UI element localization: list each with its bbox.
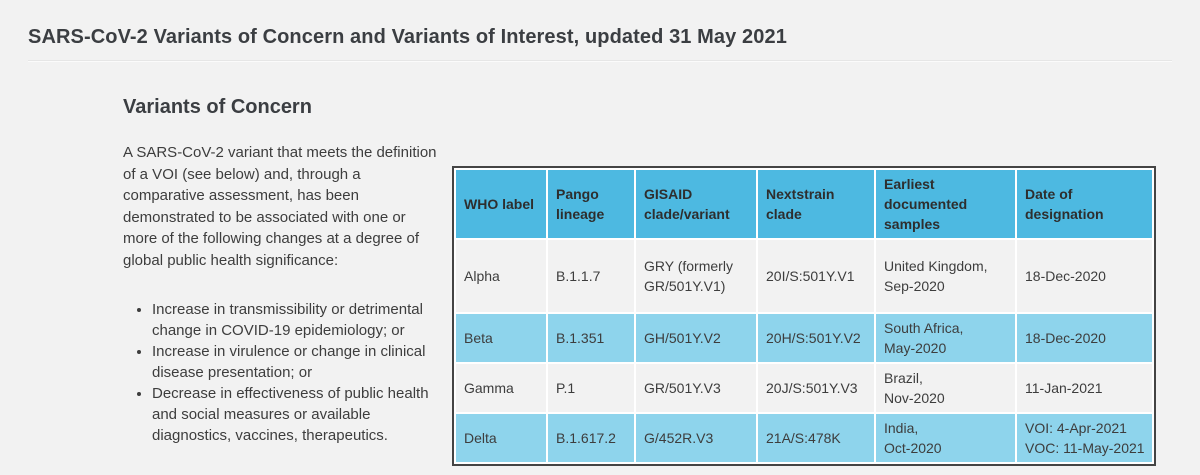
- cell-pango-lineage: B.1.1.7: [548, 240, 634, 312]
- cell-who-label: Alpha: [456, 240, 546, 312]
- cell-date-of-designation: 11-Jan-2021: [1017, 364, 1152, 412]
- cell-earliest-samples: South Africa, May-2020: [876, 314, 1015, 362]
- cell-earliest-samples: India, Oct-2020: [876, 414, 1015, 462]
- variants-of-concern-section: Variants of Concern A SARS-CoV-2 variant…: [123, 96, 457, 446]
- column-header-pango-lineage: Pango lineage: [548, 170, 634, 238]
- cell-gisaid-clade: G/452R.V3: [636, 414, 756, 462]
- intro-paragraph: A SARS-CoV-2 variant that meets the defi…: [123, 144, 437, 269]
- column-header-nextstrain-clade: Nextstrain clade: [758, 170, 874, 238]
- criteria-bullet-list: Increase in transmissibility or detrimen…: [152, 299, 457, 446]
- table-row: Delta B.1.617.2 G/452R.V3 21A/S:478K Ind…: [456, 414, 1152, 462]
- column-header-earliest-samples: Earliest documented samples: [876, 170, 1015, 238]
- cell-earliest-samples: Brazil, Nov-2020: [876, 364, 1015, 412]
- bullet-item: Increase in virulence or change in clini…: [152, 341, 457, 383]
- bullet-item: Increase in transmissibility or detrimen…: [152, 299, 457, 341]
- column-header-who-label: WHO label: [456, 170, 546, 238]
- column-header-gisaid-clade: GISAID clade/variant: [636, 170, 756, 238]
- cell-gisaid-clade: GR/501Y.V3: [636, 364, 756, 412]
- cell-who-label: Delta: [456, 414, 546, 462]
- cell-nextstrain-clade: 20I/S:501Y.V1: [758, 240, 874, 312]
- section-heading: Variants of Concern: [123, 96, 312, 118]
- table-header-row: WHO label Pango lineage GISAID clade/var…: [456, 170, 1152, 238]
- variants-of-concern-table: WHO label Pango lineage GISAID clade/var…: [452, 166, 1156, 466]
- cell-date-of-designation: 18-Dec-2020: [1017, 240, 1152, 312]
- bullet-item: Decrease in effectiveness of public heal…: [152, 383, 457, 446]
- table-row: Beta B.1.351 GH/501Y.V2 20H/S:501Y.V2 So…: [456, 314, 1152, 362]
- cell-nextstrain-clade: 20J/S:501Y.V3: [758, 364, 874, 412]
- cell-nextstrain-clade: 21A/S:478K: [758, 414, 874, 462]
- cell-date-of-designation: VOI: 4-Apr-2021 VOC: 11-May-2021: [1017, 414, 1152, 462]
- table-row: Gamma P.1 GR/501Y.V3 20J/S:501Y.V3 Brazi…: [456, 364, 1152, 412]
- cell-pango-lineage: B.1.351: [548, 314, 634, 362]
- cell-gisaid-clade: GH/501Y.V2: [636, 314, 756, 362]
- cell-who-label: Beta: [456, 314, 546, 362]
- column-header-date-of-designation: Date of designation: [1017, 170, 1152, 238]
- cell-date-of-designation: 18-Dec-2020: [1017, 314, 1152, 362]
- cell-nextstrain-clade: 20H/S:501Y.V2: [758, 314, 874, 362]
- cell-pango-lineage: B.1.617.2: [548, 414, 634, 462]
- cell-pango-lineage: P.1: [548, 364, 634, 412]
- page-title: SARS-CoV-2 Variants of Concern and Varia…: [28, 26, 787, 48]
- title-divider: [28, 60, 1172, 62]
- table-row: Alpha B.1.1.7 GRY (formerly GR/501Y.V1) …: [456, 240, 1152, 312]
- cell-who-label: Gamma: [456, 364, 546, 412]
- cell-earliest-samples: United Kingdom, Sep-2020: [876, 240, 1015, 312]
- cell-gisaid-clade: GRY (formerly GR/501Y.V1): [636, 240, 756, 312]
